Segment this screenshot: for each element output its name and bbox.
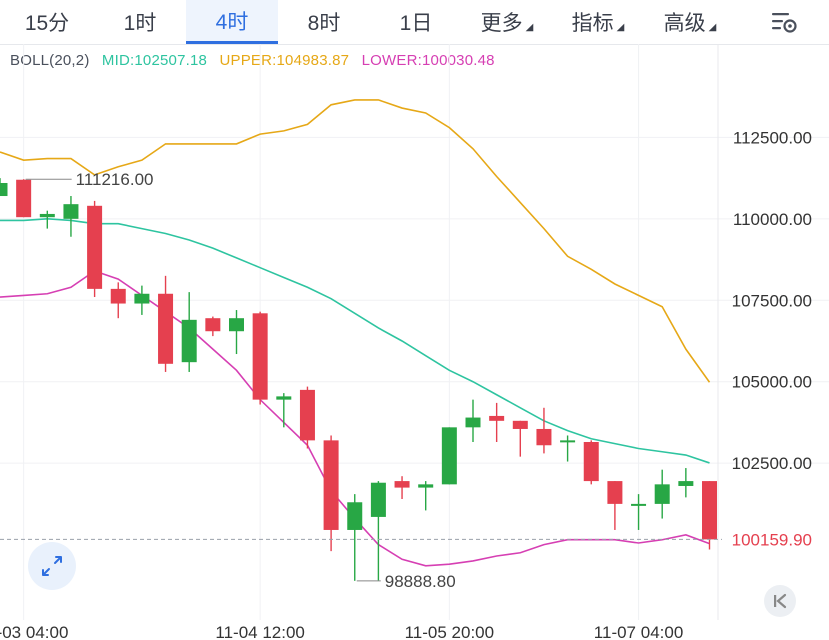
high-price-label: 111216.00 <box>76 170 154 189</box>
tab-5[interactable]: 更多 ◢ <box>462 0 552 44</box>
timeframe-tabs: 15分 1时 4时 8时 1日 更多 ◢ 指标 ◢ 高级 ◢ <box>0 0 829 45</box>
legend-mid: MID:102507.18 <box>101 52 208 69</box>
tab-label: 15分 <box>24 12 70 35</box>
candle-body <box>16 179 32 218</box>
candle-body <box>702 481 717 540</box>
tab-1[interactable]: 1时 <box>94 0 186 44</box>
candle-body <box>276 396 292 400</box>
candle-body <box>583 441 599 482</box>
boll-upper-line <box>0 99 711 383</box>
tab-label: 更多 <box>480 12 523 35</box>
low-price-label: 98888.80 <box>385 572 456 591</box>
last-price-tag <box>722 526 829 553</box>
candle-body <box>536 428 552 446</box>
tab-3[interactable]: 8时 <box>278 0 370 44</box>
y-tick-label: 105000.00 <box>732 373 812 392</box>
chart-settings-icon[interactable] <box>771 10 797 34</box>
tab-7[interactable]: 高级 ◢ <box>644 0 736 44</box>
scroll-to-latest-button[interactable] <box>764 585 796 617</box>
y-tick-label: 107500.00 <box>732 291 812 310</box>
candle-body <box>299 389 315 441</box>
candle-body <box>110 288 126 304</box>
tab-2[interactable]: 4时 <box>186 0 278 44</box>
candle-body <box>394 481 410 488</box>
candle-body <box>87 205 103 289</box>
tab-0[interactable]: 15分 <box>0 0 94 44</box>
expand-chart-button[interactable] <box>28 542 76 590</box>
dropdown-caret-icon: ◢ <box>708 21 717 33</box>
expand-icon <box>42 556 62 576</box>
tab-label: 指标 <box>571 12 614 35</box>
legend-upper: UPPER:104983.87 <box>219 52 350 69</box>
candle-body <box>0 182 8 197</box>
tab-label: 8时 <box>307 12 341 35</box>
tab-label: 高级 <box>663 12 706 35</box>
legend-lower: LOWER:100030.48 <box>361 52 495 69</box>
candle-body <box>560 440 576 443</box>
candle-body <box>229 318 244 332</box>
rewind-icon <box>774 593 787 609</box>
tab-label: 1日 <box>399 12 433 35</box>
y-tick-label: 110000.00 <box>733 210 812 229</box>
x-tick-label: 11-05 20:00 <box>405 623 494 640</box>
candle-body <box>441 427 457 485</box>
x-tick-label: 11-04 12:00 <box>215 623 304 640</box>
y-tick-label: 112500.00 <box>733 128 812 147</box>
candle-body <box>39 213 55 218</box>
candle-body <box>631 503 647 506</box>
candle-body <box>252 313 268 400</box>
candle-body <box>512 420 528 429</box>
dropdown-caret-icon: ◢ <box>616 21 625 33</box>
candle-body <box>370 482 386 517</box>
candle-body <box>134 293 150 304</box>
candle-body <box>63 204 79 219</box>
x-tick-label: 11-07 04:00 <box>594 623 683 640</box>
candle-body <box>678 481 694 486</box>
boll-mid-line <box>0 218 710 464</box>
candle-body <box>323 440 339 530</box>
x-tick-label: 11-03 04:00 <box>0 623 68 640</box>
candle-body <box>347 502 363 530</box>
candle-body <box>418 484 434 488</box>
tab-4[interactable]: 1日 <box>370 0 462 44</box>
dropdown-caret-icon: ◢ <box>525 21 534 33</box>
last-price-label: 100159.90 <box>732 530 812 549</box>
candle-body <box>181 319 197 363</box>
candle-body <box>158 293 174 364</box>
tab-label: 1时 <box>123 12 157 35</box>
tab-label: 4时 <box>215 10 249 34</box>
candle-body <box>205 318 221 332</box>
y-tick-label: 102500.00 <box>732 454 812 473</box>
boll-legend: BOLL(20,2) MID:102507.18 UPPER:104983.87… <box>10 52 503 69</box>
candle-body <box>654 484 670 504</box>
candle-body <box>489 415 505 421</box>
tab-6[interactable]: 指标 ◢ <box>552 0 644 44</box>
legend-boll: BOLL(20,2) <box>10 52 90 69</box>
candle-body <box>607 481 623 504</box>
candle-body <box>465 417 481 428</box>
